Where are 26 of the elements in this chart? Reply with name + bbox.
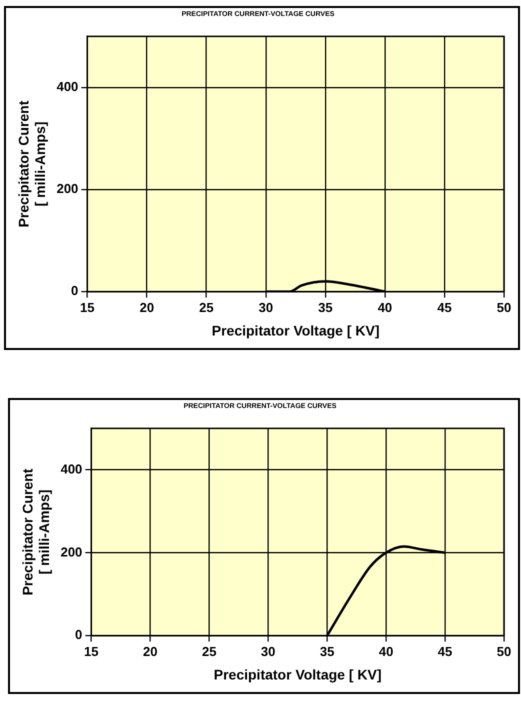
y-tick-label: 400 (56, 79, 78, 94)
x-tick-label: 25 (199, 300, 214, 315)
y-tick-label: 0 (75, 627, 82, 642)
y-tick-label: 400 (60, 461, 82, 476)
y-axis-title: Precipitator Curent [ milli-Amps] (19, 468, 52, 596)
x-tick-label: 25 (202, 644, 216, 659)
x-tick-label: 45 (437, 300, 452, 315)
x-tick-label: 30 (258, 300, 274, 315)
x-tick-label: 15 (84, 644, 99, 659)
x-tick-label: 40 (378, 644, 394, 659)
y-tick-label: 200 (60, 544, 82, 560)
y-axis-title: Precipitator Curent [ milli-Amps] (15, 100, 48, 228)
x-tick-label: 30 (260, 644, 276, 659)
x-tick-label: 50 (496, 300, 512, 315)
x-tick-label: 35 (320, 644, 334, 659)
x-tick-label: 20 (140, 300, 154, 315)
x-tick-label: 50 (496, 644, 512, 659)
y-tick-label: 0 (71, 283, 78, 298)
x-axis-title: Precipitator Voltage [ KV] (212, 322, 380, 338)
y-tick-label: 200 (56, 181, 78, 196)
x-axis-title: Precipitator Voltage [ KV] (214, 666, 382, 682)
x-tick-label: 15 (80, 300, 95, 315)
x-tick-label: 45 (438, 644, 452, 659)
x-tick-label: 35 (318, 300, 333, 315)
x-tick-label: 20 (143, 644, 158, 659)
x-tick-label: 40 (378, 300, 392, 315)
